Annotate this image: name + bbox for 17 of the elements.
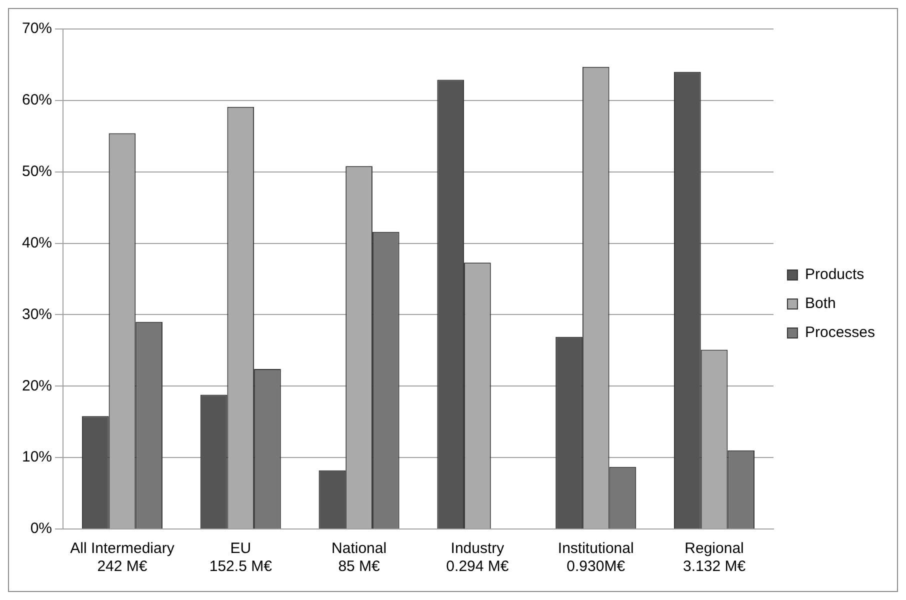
y-tick-label: 50% (22, 163, 52, 180)
y-tick-label: 30% (22, 306, 52, 323)
x-tick-label: EU 152.5 M€ (209, 540, 273, 576)
legend-label: Products (804, 266, 864, 284)
y-tick-label: 10% (22, 448, 52, 466)
x-tick-label: National 85 M€ (332, 540, 387, 576)
x-tick-label: Regional 3.132 M€ (682, 540, 746, 576)
legend-label: Processes (804, 324, 876, 342)
y-tick-label: 40% (22, 234, 52, 252)
x-tick-label: All Intermediary 242 M€ (70, 540, 175, 576)
y-tick-label: 60% (22, 92, 52, 109)
legend-label: Both (804, 295, 836, 312)
x-tick-label: Industry 0.294 M€ (446, 540, 510, 576)
y-tick-label: 0% (30, 520, 52, 538)
x-tick-label: Institutional 0.930M€ (558, 540, 634, 576)
y-tick-label: 70% (22, 20, 52, 38)
y-tick-label: 20% (22, 377, 52, 394)
